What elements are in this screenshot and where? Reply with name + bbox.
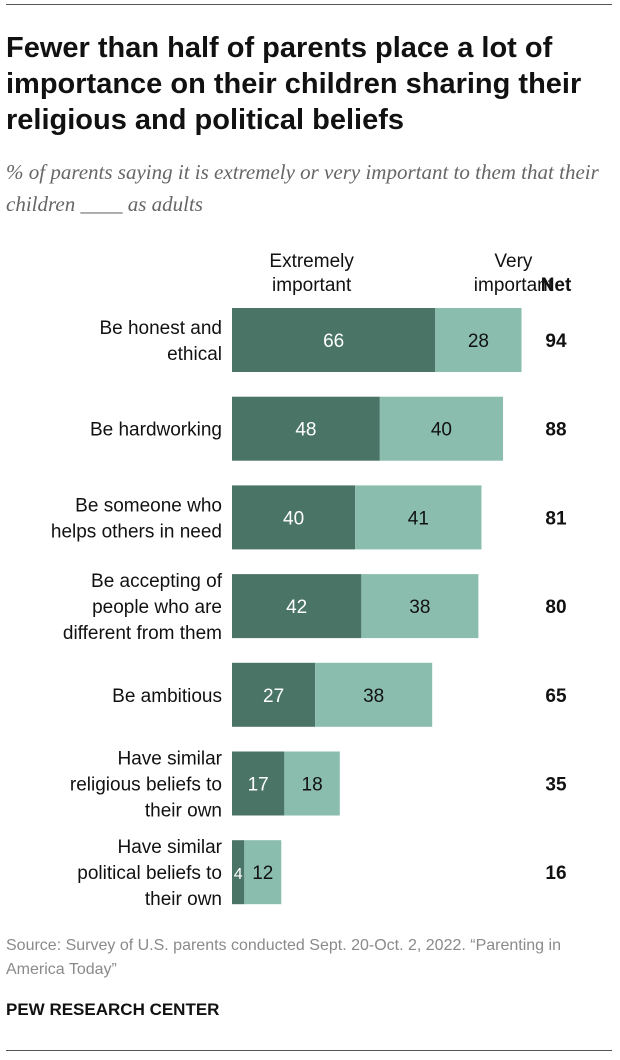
category-label: political beliefs to xyxy=(77,863,222,884)
data-label-extremely-important: 17 xyxy=(248,775,269,796)
category-label: Be someone who xyxy=(75,495,222,516)
bar-very-important xyxy=(284,751,340,816)
bar-very-important xyxy=(315,662,433,727)
bar-very-important xyxy=(355,485,482,550)
data-label-very-important: 12 xyxy=(252,863,273,884)
category-label: Be honest and xyxy=(99,318,222,339)
category-label: ethical xyxy=(167,344,222,365)
bar-very-important xyxy=(361,574,479,639)
chart-subtitle: % of parents saying it is extremely or v… xyxy=(6,160,599,216)
data-label-very-important: 38 xyxy=(363,686,384,707)
category-label: Have similar xyxy=(117,837,222,858)
net-value: 65 xyxy=(545,686,567,707)
category-label: their own xyxy=(145,801,222,822)
bar-very-important xyxy=(244,840,282,905)
source-note: Source: Survey of U.S. parents conducted… xyxy=(6,937,561,978)
data-label-extremely-important: 40 xyxy=(283,508,304,529)
net-value: 81 xyxy=(545,508,567,529)
top-rule xyxy=(6,4,612,5)
data-label-extremely-important: 27 xyxy=(263,686,284,707)
bar-extremely-important xyxy=(232,396,380,461)
category-label: Have similar xyxy=(117,749,222,770)
data-label-very-important: 18 xyxy=(302,775,323,796)
category-label: people who are xyxy=(92,597,222,618)
legend-extremely-important: Extremely xyxy=(269,251,354,272)
category-label: their own xyxy=(145,889,222,910)
legend-very-important: important xyxy=(474,275,554,296)
bar-very-important xyxy=(379,396,504,461)
category-label: Be hardworking xyxy=(90,420,222,441)
data-label-extremely-important: 42 xyxy=(286,597,307,618)
net-value: 35 xyxy=(545,775,567,796)
net-value: 80 xyxy=(545,597,566,618)
net-value: 94 xyxy=(545,331,567,352)
data-label-very-important: 41 xyxy=(408,508,429,529)
legend-very-important: Very xyxy=(494,251,533,272)
pew-logo-text: PEW RESEARCH CENTER xyxy=(6,1000,220,1019)
bar-extremely-important xyxy=(232,574,362,639)
bar-extremely-important xyxy=(232,662,316,727)
net-column-header: Net xyxy=(541,275,572,296)
bar-extremely-important xyxy=(232,751,285,816)
bar-extremely-important xyxy=(232,840,245,905)
bar-extremely-important xyxy=(232,308,436,372)
bar-extremely-important xyxy=(232,485,356,550)
data-label-extremely-important: 66 xyxy=(323,331,344,352)
data-label-extremely-important: 48 xyxy=(295,420,316,441)
chart-title: Fewer than half of parents place a lot o… xyxy=(6,32,582,136)
category-label: different from them xyxy=(63,623,222,644)
data-label-extremely-important: 4 xyxy=(234,866,243,883)
category-label: Be ambitious xyxy=(112,686,222,707)
data-label-very-important: 40 xyxy=(431,420,452,441)
category-label: Be accepting of xyxy=(91,571,223,592)
net-value: 16 xyxy=(545,863,566,884)
category-label: helps others in need xyxy=(51,521,222,542)
net-value: 88 xyxy=(545,420,566,441)
data-label-very-important: 38 xyxy=(409,597,430,618)
data-label-very-important: 28 xyxy=(468,331,489,352)
bar-very-important xyxy=(435,308,522,372)
bottom-rule xyxy=(6,1050,612,1051)
category-label: religious beliefs to xyxy=(70,775,222,796)
legend-extremely-important: important xyxy=(272,275,352,296)
